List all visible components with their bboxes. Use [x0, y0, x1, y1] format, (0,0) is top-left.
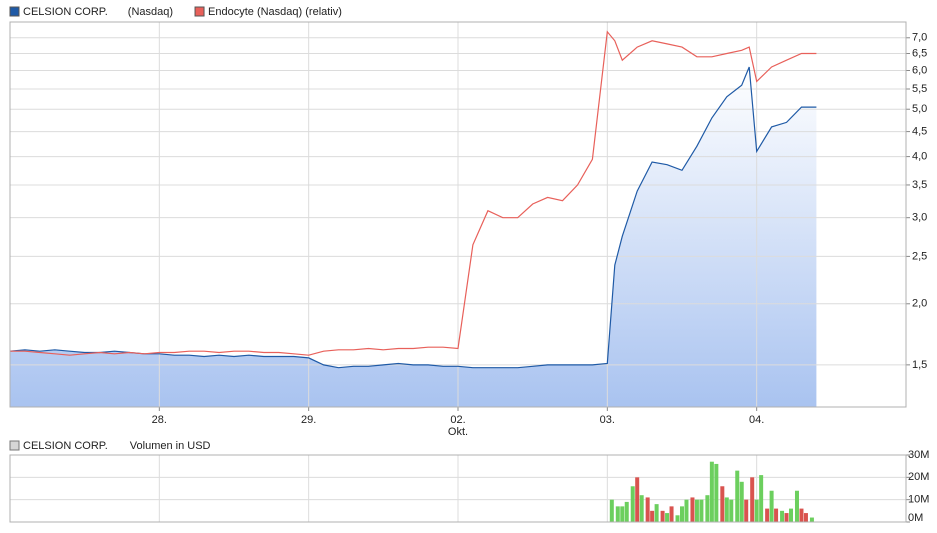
bar — [635, 477, 640, 522]
y-tick-label: 2,5 — [912, 250, 927, 262]
bar — [784, 513, 789, 522]
bar — [714, 463, 719, 522]
bar — [774, 508, 779, 522]
y-tick-label: 2,0 — [912, 298, 927, 310]
bar — [609, 499, 614, 522]
bar — [624, 501, 629, 522]
bar — [803, 513, 808, 522]
bar — [620, 506, 625, 522]
legend-exchange: (Nasdaq) — [128, 6, 173, 18]
bar — [724, 497, 729, 522]
y-tick-label: 4,5 — [912, 125, 927, 137]
bar — [650, 510, 655, 522]
bar — [769, 490, 774, 522]
y-tick-label: 7,0 — [912, 32, 927, 44]
bar — [654, 504, 659, 522]
bar — [780, 510, 785, 522]
y-tick-label: 20M — [908, 471, 929, 483]
x-tick-label: 03. — [600, 414, 615, 426]
x-tick-label: 28. — [152, 414, 167, 426]
bar — [684, 499, 689, 522]
x-tick-label: 04. — [749, 414, 764, 426]
bar — [665, 513, 670, 522]
bar — [694, 499, 699, 522]
bar — [669, 506, 674, 522]
y-tick-label: 6,5 — [912, 47, 927, 59]
bar — [680, 506, 684, 522]
bar — [750, 477, 755, 522]
bar — [660, 510, 665, 522]
y-tick-label: 30M — [908, 449, 929, 461]
bar — [675, 515, 680, 522]
bar — [630, 486, 635, 522]
x-tick-label: 02. — [450, 414, 465, 426]
y-tick-label: 0M — [908, 512, 923, 524]
area — [10, 67, 817, 407]
month-label: Okt. — [448, 426, 468, 438]
bar — [639, 495, 644, 522]
legend-title: Volumen in USD — [130, 440, 211, 452]
y-tick-label: 5,0 — [912, 103, 927, 115]
x-tick-label: 29. — [301, 414, 316, 426]
legend-swatch — [9, 440, 20, 451]
bar — [735, 470, 740, 522]
bar — [759, 475, 764, 522]
bar — [739, 481, 744, 522]
bar — [765, 508, 770, 522]
legend-swatch — [9, 6, 20, 17]
y-tick-label: 4,0 — [912, 151, 927, 163]
y-tick-label: 1,5 — [912, 359, 927, 371]
bar — [789, 508, 794, 522]
bar — [709, 461, 714, 522]
y-tick-label: 3,0 — [912, 212, 927, 224]
y-tick-label: 6,0 — [912, 64, 927, 76]
bar — [699, 499, 704, 522]
y-tick-label: 5,5 — [912, 83, 927, 95]
bar — [690, 497, 695, 522]
legend-label: Endocyte (Nasdaq) (relativ) — [208, 6, 342, 18]
bar — [799, 508, 804, 522]
legend-swatch — [194, 6, 205, 17]
bar — [729, 499, 734, 522]
plot-frame — [9, 454, 907, 523]
bar — [615, 506, 620, 522]
bar — [794, 490, 799, 522]
legend-label: CELSION CORP. — [23, 440, 108, 452]
bar — [705, 495, 710, 522]
y-tick-label: 10M — [908, 494, 929, 506]
bar — [720, 486, 725, 522]
legend-label: CELSION CORP. — [23, 6, 108, 18]
bar — [809, 517, 814, 522]
bar — [645, 497, 650, 522]
plot-frame — [9, 21, 907, 408]
line — [10, 30, 817, 356]
bar — [754, 499, 759, 522]
bar — [744, 499, 749, 522]
y-tick-label: 3,5 — [912, 179, 927, 191]
